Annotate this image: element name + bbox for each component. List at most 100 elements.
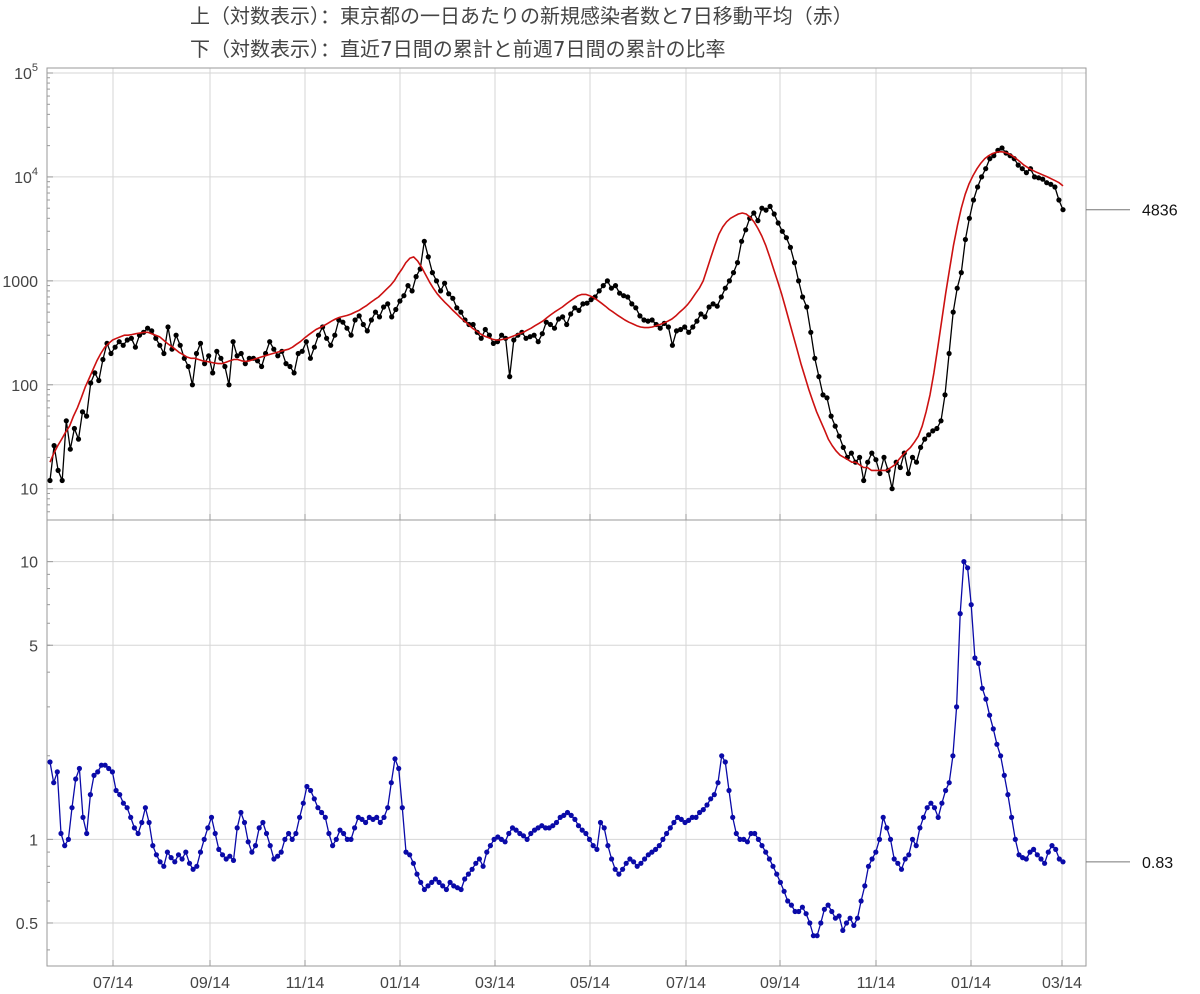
- data-point-daily: [881, 454, 887, 460]
- data-point-ratio: [117, 792, 123, 798]
- data-point-ratio: [865, 863, 872, 869]
- data-point-ratio: [1042, 860, 1048, 866]
- data-point-ratio: [634, 863, 640, 869]
- data-point-daily: [909, 454, 916, 460]
- data-point-daily: [930, 428, 936, 434]
- data-point-ratio: [102, 762, 108, 768]
- data-point-daily: [242, 361, 248, 367]
- data-point-ratio: [146, 819, 152, 826]
- data-point-daily: [311, 344, 317, 350]
- data-point-ratio: [462, 876, 468, 882]
- y-tick-label: 10: [20, 555, 38, 572]
- data-point-daily: [84, 413, 90, 419]
- data-point-ratio: [597, 819, 604, 826]
- data-point-ratio: [363, 819, 369, 826]
- data-point-ratio: [197, 849, 204, 855]
- data-point-ratio: [623, 860, 629, 866]
- data-point-daily: [271, 346, 277, 352]
- data-point-daily: [962, 236, 969, 243]
- data-point-daily: [678, 326, 684, 333]
- data-point-daily: [836, 433, 842, 439]
- data-point-ratio: [319, 809, 325, 816]
- data-point-ratio: [106, 765, 112, 772]
- data-point-ratio: [190, 866, 196, 872]
- data-point-ratio: [62, 843, 68, 849]
- data-point-ratio: [979, 685, 985, 691]
- data-point-ratio: [594, 846, 600, 853]
- data-point-ratio: [987, 712, 993, 718]
- data-point-ratio: [774, 871, 780, 877]
- data-point-daily: [576, 307, 582, 313]
- data-point-daily: [637, 313, 643, 319]
- data-point-daily: [218, 355, 224, 361]
- data-point-ratio: [440, 883, 446, 889]
- data-point-daily: [385, 301, 391, 307]
- data-point-daily: [499, 332, 505, 338]
- data-point-daily: [543, 319, 549, 325]
- data-point-ratio: [157, 859, 163, 865]
- data-point-daily: [730, 270, 737, 276]
- data-point-daily: [975, 184, 981, 190]
- data-point-ratio: [568, 812, 574, 819]
- data-point-daily: [405, 283, 411, 289]
- data-point-daily: [775, 220, 781, 226]
- data-point-daily: [983, 166, 989, 172]
- data-point-daily: [938, 418, 944, 424]
- data-point-daily: [1036, 175, 1042, 181]
- x-tick-label: 11/14: [857, 975, 896, 992]
- data-point-ratio: [976, 660, 982, 667]
- data-point-ratio: [590, 843, 596, 849]
- data-point-ratio: [95, 769, 101, 775]
- data-point-ratio: [128, 814, 134, 821]
- data-point-ratio: [564, 809, 571, 816]
- data-point-daily: [295, 350, 301, 357]
- data-point-ratio: [142, 805, 148, 811]
- data-point-ratio: [436, 879, 442, 886]
- data-point-daily: [421, 238, 427, 244]
- data-point-ratio: [671, 819, 677, 826]
- data-point-ratio: [164, 849, 170, 855]
- data-point-ratio: [47, 759, 53, 765]
- data-point-daily: [1040, 176, 1046, 182]
- data-point-ratio: [869, 856, 875, 862]
- data-point-ratio: [153, 852, 159, 858]
- data-point-daily: [442, 280, 448, 286]
- data-point-ratio: [1012, 836, 1018, 843]
- data-point-ratio: [484, 849, 490, 855]
- data-point-ratio: [392, 756, 398, 762]
- y-tick-label-base: 10: [20, 482, 38, 499]
- data-point-daily: [222, 363, 228, 370]
- data-point-daily: [857, 454, 863, 460]
- data-point-ratio: [898, 866, 905, 872]
- data-point-daily: [360, 321, 366, 328]
- data-point-daily: [523, 335, 529, 341]
- data-point-ratio: [678, 816, 684, 823]
- data-point-daily: [486, 332, 492, 338]
- data-point-daily: [328, 342, 334, 348]
- data-point-daily: [88, 380, 94, 386]
- data-point-daily: [808, 329, 814, 335]
- data-point-ratio: [271, 856, 277, 862]
- y-tick-label: 1: [29, 832, 38, 849]
- data-point-daily: [344, 325, 350, 331]
- data-point-ratio: [341, 830, 347, 837]
- data-point-ratio: [352, 825, 358, 831]
- grid-lines: [47, 68, 1086, 966]
- data-point-daily: [763, 207, 769, 213]
- data-point-ratio: [76, 765, 82, 772]
- data-point-ratio: [873, 849, 879, 855]
- data-point-ratio: [895, 860, 901, 866]
- data-point-ratio: [755, 836, 762, 843]
- data-point-ratio: [278, 849, 284, 855]
- data-point-daily: [824, 395, 830, 401]
- chart-marks: [47, 145, 1066, 939]
- data-point-daily: [165, 324, 171, 330]
- data-point-ratio: [120, 800, 126, 806]
- data-point-ratio: [161, 863, 167, 869]
- data-point-ratio: [377, 819, 383, 826]
- data-point-ratio: [201, 836, 207, 843]
- data-point-daily: [954, 285, 960, 291]
- data-point-daily: [726, 278, 733, 284]
- x-tick-label: 11/14: [286, 975, 325, 992]
